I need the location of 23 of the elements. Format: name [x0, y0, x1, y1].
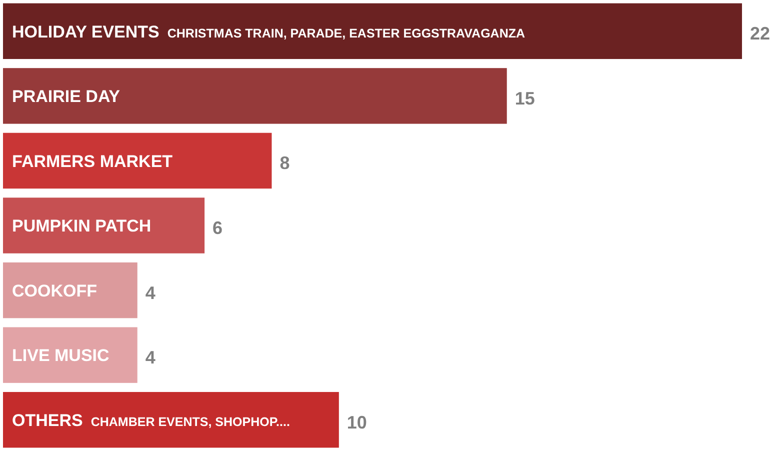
y-tick-label: HOLIDAY EVENTS: [12, 22, 160, 42]
y-tick-label: LIVE MUSIC: [12, 346, 110, 366]
bar: [3, 132, 272, 189]
bar: [3, 68, 507, 124]
bar: [3, 327, 138, 383]
bar: [3, 3, 742, 60]
data-label: 10: [346, 412, 367, 432]
annotation: CHAMBER EVENTS, SHOPHOP....: [90, 414, 290, 429]
data-label: 22: [750, 24, 770, 44]
bar: [3, 262, 138, 318]
data-label: 4: [145, 348, 156, 368]
y-tick-label: PRAIRIE DAY: [12, 87, 121, 106]
y-tick-label: COOKOFF: [12, 281, 97, 300]
bar: [3, 392, 339, 448]
data-label: 6: [212, 218, 223, 238]
annotation: CHRISTMAS TRAIN, PARADE, EASTER EGGSTRAVAGANZA: [167, 26, 526, 40]
data-label: 8: [280, 153, 290, 174]
y-tick-label: PUMPKIN PATCH: [12, 216, 152, 236]
y-tick-label: OTHERS: [12, 410, 83, 430]
bar: [3, 198, 205, 254]
data-label: 4: [145, 282, 156, 303]
data-label: 15: [514, 88, 535, 108]
y-tick-label: FARMERS MARKET: [12, 152, 174, 171]
